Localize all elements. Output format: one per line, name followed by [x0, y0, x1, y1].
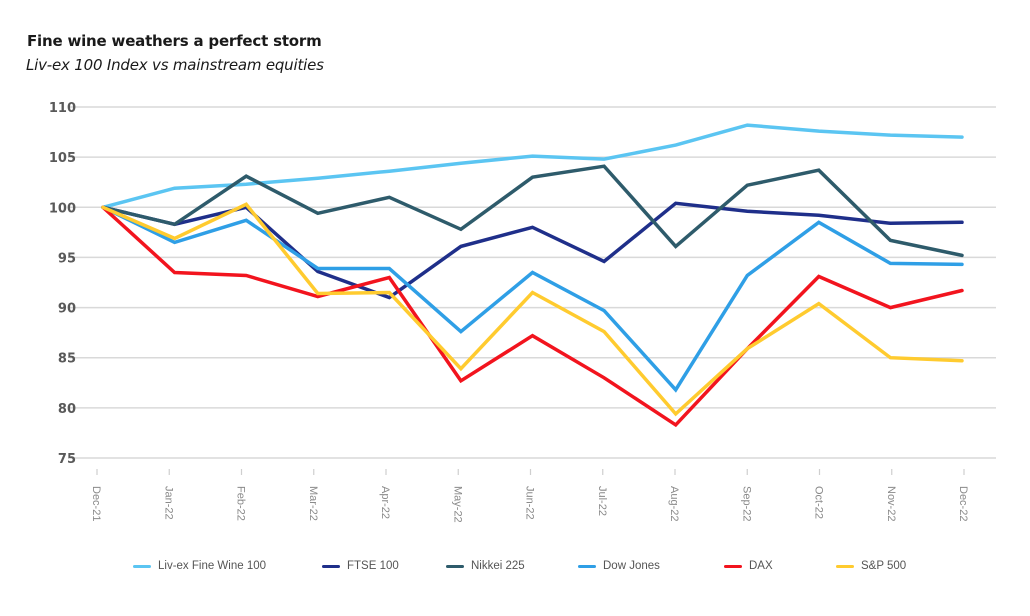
- series-line-dax: [101, 205, 964, 428]
- x-tick-label: Aug-22: [668, 486, 680, 521]
- legend-item: S&P 500: [836, 560, 906, 572]
- legend-swatch: [578, 564, 596, 568]
- y-tick-label: 90: [58, 302, 76, 317]
- series-lines: [101, 123, 964, 428]
- x-tick-label: Nov-22: [885, 486, 897, 521]
- legend: Liv-ex Fine Wine 100 FTSE 100 Nikkei 225 Do…: [0, 560, 1030, 580]
- x-tick-label: Dec-21: [90, 486, 102, 521]
- y-tick-label: 110: [49, 101, 76, 116]
- legend-item: Dow Jones: [578, 560, 660, 572]
- legend-label: DAX: [749, 560, 773, 572]
- x-tick-label: Dec-22: [957, 486, 969, 521]
- legend-swatch: [724, 564, 742, 568]
- series-line-ftse-100: [101, 201, 964, 300]
- y-tick-label: 95: [58, 251, 76, 266]
- y-tick-label: 105: [49, 151, 76, 166]
- legend-label: Liv-ex Fine Wine 100: [158, 560, 267, 572]
- x-axis-ticks: Dec-21 Jan-22 Feb-22 Mar-22 Apr-22 May-22 Jun-…: [90, 469, 969, 523]
- series-line-nikkei-225: [101, 164, 964, 258]
- legend-item: DAX: [724, 560, 773, 572]
- x-tick-label: Feb-22: [235, 486, 247, 521]
- legend-swatch: [322, 564, 340, 568]
- legend-swatch: [133, 564, 151, 568]
- x-tick-label: Sep-22: [740, 486, 752, 521]
- legend-label: FTSE 100: [347, 560, 399, 572]
- y-tick-label: 75: [58, 452, 76, 467]
- legend-item: Liv-ex Fine Wine 100: [133, 560, 266, 572]
- chart-title: Fine wine weathers a perfect storm: [27, 32, 322, 50]
- x-tick-label: Apr-22: [379, 486, 391, 519]
- series-line-s-p-500: [101, 202, 964, 417]
- gridlines: [70, 106, 996, 459]
- series-line-dow-jones: [101, 205, 964, 393]
- y-tick-label: 80: [58, 402, 76, 417]
- x-tick-label: Jun-22: [524, 486, 536, 520]
- legend-label: Nikkei 225: [471, 560, 525, 572]
- x-tick-label: May-22: [451, 486, 463, 523]
- legend-item: Nikkei 225: [446, 560, 525, 572]
- chart-subtitle: Liv-ex 100 Index vs mainstream equities: [26, 56, 324, 74]
- legend-label: Dow Jones: [603, 560, 660, 572]
- y-tick-label: 100: [49, 201, 76, 216]
- x-tick-label: Mar-22: [307, 486, 319, 521]
- y-tick-label: 85: [58, 352, 76, 367]
- y-axis-ticks: 75 80 85 90 95 100 105 110: [49, 101, 76, 467]
- x-tick-label: Oct-22: [813, 486, 825, 519]
- legend-swatch: [836, 564, 854, 568]
- x-tick-label: Jul-22: [596, 486, 608, 516]
- legend-label: S&P 500: [861, 560, 907, 572]
- x-tick-label: Jan-22: [162, 486, 174, 520]
- series-line-liv-ex-fine-wine-100: [101, 123, 964, 210]
- legend-item: FTSE 100: [322, 560, 399, 572]
- legend-swatch: [446, 564, 464, 568]
